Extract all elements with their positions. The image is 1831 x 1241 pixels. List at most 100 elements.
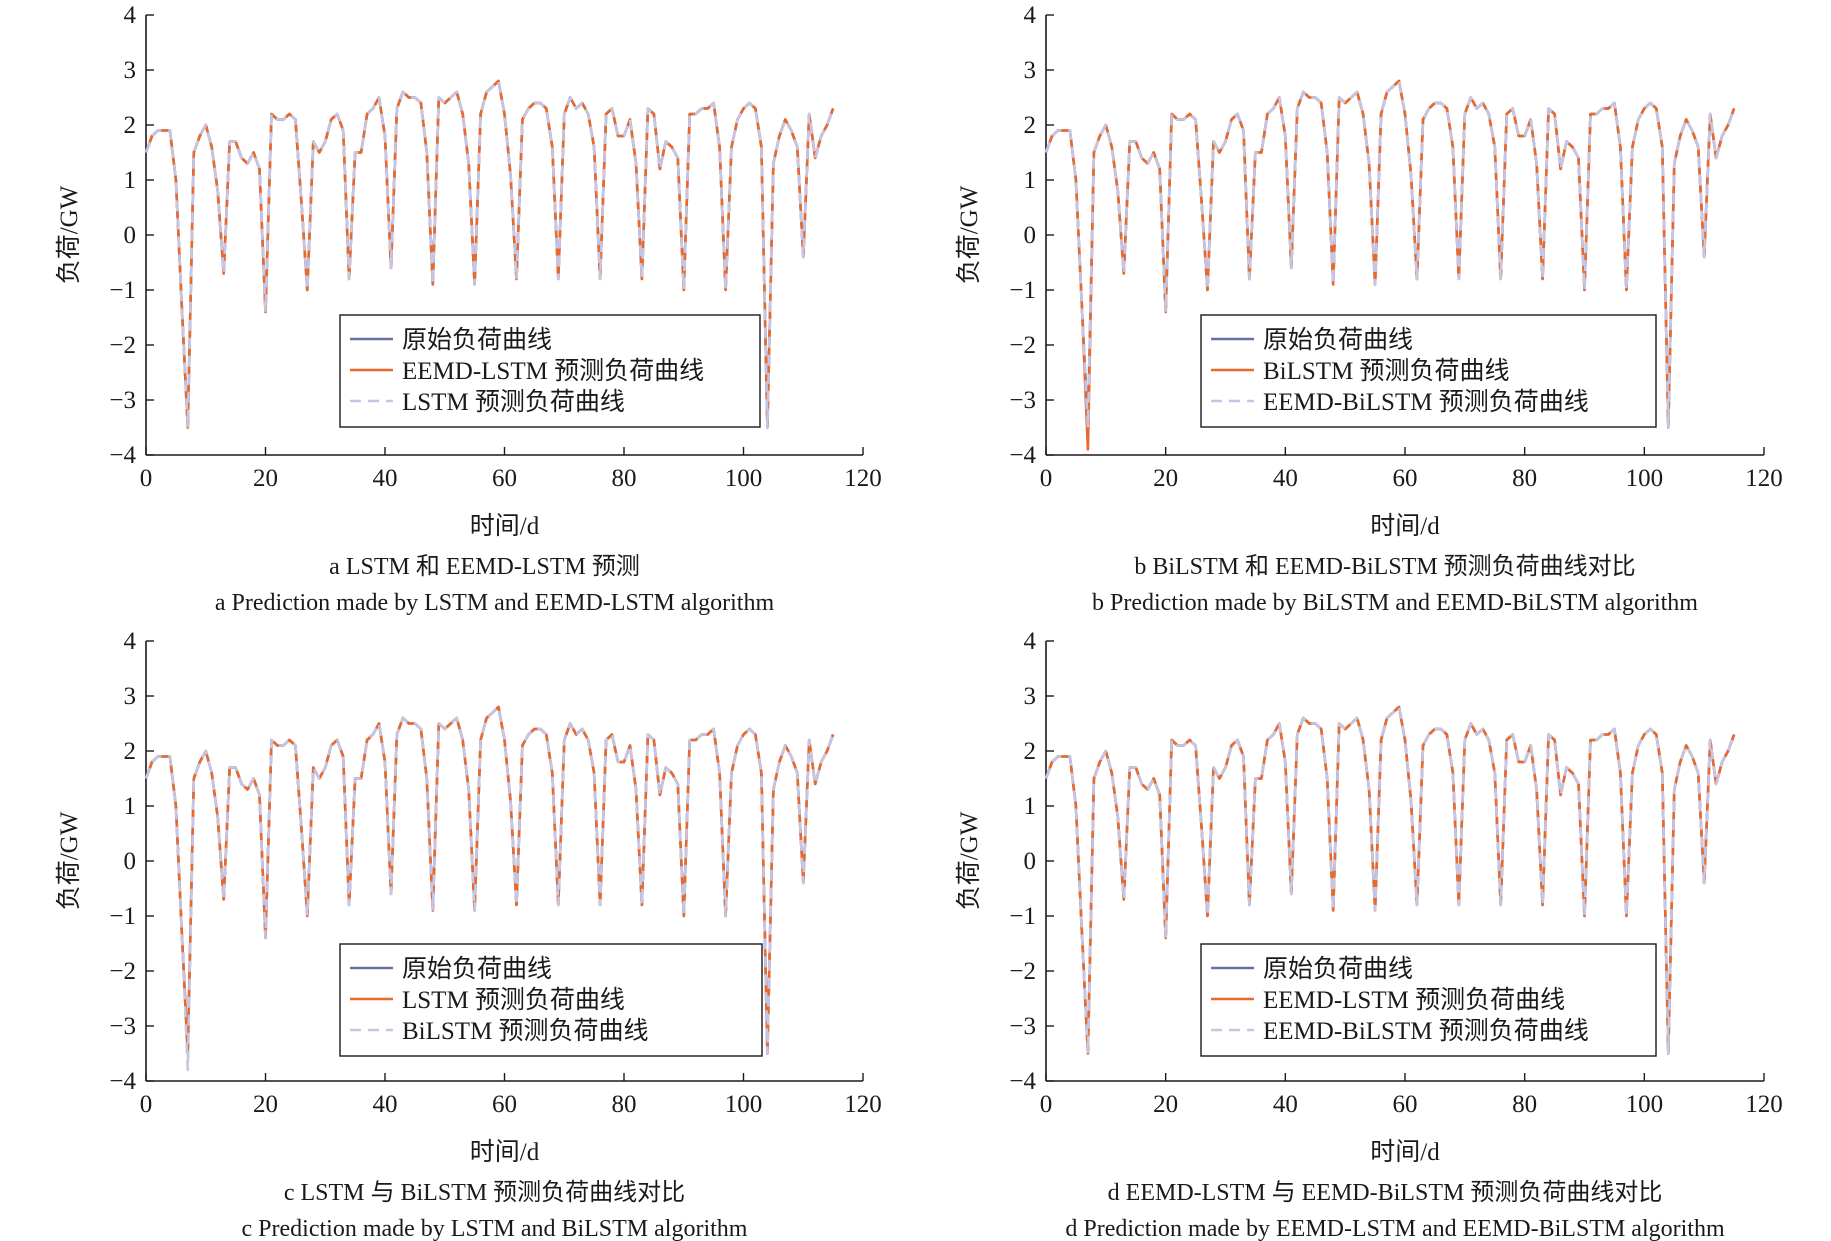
x-tick-label: 100	[725, 1091, 763, 1118]
y-tick-label: 0	[124, 848, 137, 875]
x-tick-label: 120	[1745, 465, 1783, 492]
y-tick-label: −2	[1009, 958, 1036, 985]
y-axis-label: 负荷/GW	[955, 185, 983, 284]
y-tick-label: 0	[1024, 848, 1037, 875]
x-tick-label: 100	[1626, 465, 1664, 492]
legend-label: BiLSTM 预测负荷曲线	[1263, 357, 1510, 385]
x-tick-label: 0	[140, 1091, 153, 1118]
series-line-3	[144, 705, 835, 1072]
x-tick-label: 120	[844, 465, 882, 492]
caption-cn: b BiLSTM 和 EEMD-BiLSTM 预测负荷曲线对比	[1134, 553, 1635, 580]
y-tick-label: −2	[109, 332, 136, 359]
legend-label: LSTM 预测负荷曲线	[402, 986, 625, 1014]
x-tick-label: 20	[253, 465, 278, 492]
y-tick-label: −3	[1009, 387, 1036, 414]
series-line-3	[1044, 705, 1736, 1055]
y-tick-label: −2	[109, 958, 136, 985]
y-tick-label: 3	[1024, 57, 1037, 84]
x-tick-label: 100	[725, 465, 763, 492]
y-tick-label: −3	[109, 387, 136, 414]
x-tick-label: 0	[140, 465, 153, 492]
y-tick-label: 3	[1024, 683, 1037, 710]
caption-en: a Prediction made by LSTM and EEMD-LSTM …	[215, 590, 775, 616]
x-tick-label: 120	[844, 1091, 882, 1118]
caption-cn: a LSTM 和 EEMD-LSTM 预测	[329, 553, 640, 580]
x-tick-label: 100	[1626, 1091, 1664, 1118]
legend-box	[339, 943, 763, 1057]
x-tick-label: 0	[1040, 465, 1053, 492]
y-tick-label: 3	[124, 57, 137, 84]
y-tick-label: 3	[124, 683, 137, 710]
y-tick-label: −4	[109, 442, 136, 469]
y-tick-label: 2	[1024, 112, 1037, 139]
legend-label: BiLSTM 预测负荷曲线	[402, 1017, 649, 1045]
y-tick-label: 1	[124, 167, 137, 194]
legend-label: LSTM 预测负荷曲线	[402, 388, 625, 416]
x-tick-label: 20	[253, 1091, 278, 1118]
y-tick-label: 2	[1024, 738, 1037, 765]
x-axis-label: 时间/d	[1370, 1138, 1440, 1166]
y-tick-label: −1	[109, 903, 136, 930]
legend: 原始负荷曲线 BiLSTM 预测负荷曲线 EEMD-BiLSTM 预测负荷曲线	[1200, 314, 1657, 428]
caption-cn: d EEMD-LSTM 与 EEMD-BiLSTM 预测负荷曲线对比	[1108, 1179, 1663, 1206]
legend-label: 原始负荷曲线	[402, 955, 552, 983]
x-tick-label: 60	[1393, 465, 1418, 492]
x-tick-label: 80	[612, 465, 637, 492]
legend: 原始负荷曲线 EEMD-LSTM 预测负荷曲线 LSTM 预测负荷曲线	[339, 314, 761, 428]
legend-box	[1200, 943, 1657, 1057]
caption-en: c Prediction made by LSTM and BiLSTM alg…	[242, 1216, 748, 1241]
y-tick-label: 1	[1024, 793, 1037, 820]
x-axis-label: 时间/d	[1370, 512, 1440, 540]
legend-box	[1200, 314, 1657, 428]
legend-label: 原始负荷曲线	[1263, 326, 1413, 354]
x-tick-label: 0	[1040, 1091, 1053, 1118]
legend: 原始负荷曲线 LSTM 预测负荷曲线 BiLSTM 预测负荷曲线	[339, 943, 763, 1057]
caption-en: d Prediction made by EEMD-LSTM and EEMD-…	[1065, 1216, 1725, 1241]
y-tick-label: −3	[1009, 1013, 1036, 1040]
x-tick-label: 60	[492, 465, 517, 492]
x-axis-label: 时间/d	[470, 1138, 540, 1166]
legend: 原始负荷曲线 EEMD-LSTM 预测负荷曲线 EEMD-BiLSTM 预测负荷曲线	[1200, 943, 1657, 1057]
y-axis-label: 负荷/GW	[55, 811, 83, 910]
series-line-3	[144, 79, 835, 429]
y-tick-label: 1	[1024, 167, 1037, 194]
x-tick-label: 80	[1512, 1091, 1537, 1118]
x-tick-label: 20	[1153, 465, 1178, 492]
legend-label: 原始负荷曲线	[402, 326, 552, 354]
series-line-3	[1044, 79, 1736, 429]
x-axis-label: 时间/d	[470, 512, 540, 540]
y-axis-label: 负荷/GW	[955, 811, 983, 910]
y-tick-label: −1	[1009, 903, 1036, 930]
y-tick-label: −1	[109, 277, 136, 304]
x-tick-label: 80	[612, 1091, 637, 1118]
y-tick-label: 0	[1024, 222, 1037, 249]
y-axis-label: 负荷/GW	[55, 185, 83, 284]
y-tick-label: −4	[1009, 442, 1036, 469]
legend-label: EEMD-BiLSTM 预测负荷曲线	[1263, 388, 1589, 416]
y-tick-label: −4	[109, 1068, 136, 1095]
x-tick-label: 40	[373, 465, 398, 492]
y-tick-label: 4	[124, 628, 137, 655]
x-tick-label: 40	[1273, 465, 1298, 492]
y-tick-label: −2	[1009, 332, 1036, 359]
x-tick-label: 120	[1745, 1091, 1783, 1118]
y-tick-label: −3	[109, 1013, 136, 1040]
caption-en: b Prediction made by BiLSTM and EEMD-BiL…	[1092, 590, 1698, 616]
y-tick-label: 0	[124, 222, 137, 249]
y-tick-label: 2	[124, 112, 137, 139]
y-tick-label: 1	[124, 793, 137, 820]
y-tick-label: 2	[124, 738, 137, 765]
x-tick-label: 40	[373, 1091, 398, 1118]
x-tick-label: 20	[1153, 1091, 1178, 1118]
x-tick-label: 60	[492, 1091, 517, 1118]
x-tick-label: 80	[1512, 465, 1537, 492]
legend-label: EEMD-BiLSTM 预测负荷曲线	[1263, 1017, 1589, 1045]
y-tick-label: 4	[124, 2, 137, 29]
legend-label: EEMD-LSTM 预测负荷曲线	[1263, 986, 1565, 1014]
y-tick-label: −4	[1009, 1068, 1036, 1095]
x-tick-label: 60	[1393, 1091, 1418, 1118]
